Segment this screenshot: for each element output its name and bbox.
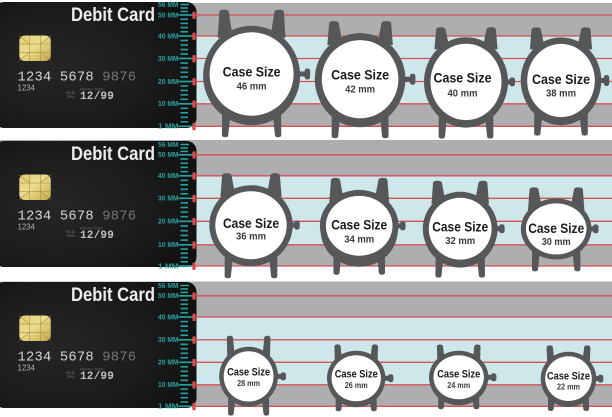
svg-text:THRU: THRU: [66, 234, 76, 238]
svg-text:Case Size: Case Size: [331, 217, 387, 233]
svg-text:12/99: 12/99: [80, 91, 114, 103]
svg-text:VALID: VALID: [66, 91, 76, 95]
svg-text:Case Size: Case Size: [528, 220, 584, 236]
svg-text:Case Size: Case Size: [227, 367, 270, 379]
svg-text:20 MM: 20 MM: [158, 217, 179, 226]
svg-text:1 MM: 1 MM: [158, 402, 179, 411]
svg-text:MONTH / YEAR: MONTH / YEAR: [80, 227, 104, 231]
svg-text:Debit Card: Debit Card: [71, 4, 155, 26]
svg-text:1234: 1234: [18, 364, 36, 373]
svg-text:10 MM: 10 MM: [158, 380, 179, 389]
svg-text:20 MM: 20 MM: [158, 77, 179, 86]
svg-text:12/99: 12/99: [80, 230, 114, 242]
svg-text:50 MM: 50 MM: [158, 10, 179, 19]
svg-text:46 mm: 46 mm: [237, 81, 267, 92]
svg-text:40 mm: 40 mm: [448, 88, 478, 99]
svg-text:38 mm: 38 mm: [546, 88, 576, 99]
svg-text:12/99: 12/99: [80, 371, 114, 383]
svg-text:1 MM: 1 MM: [158, 261, 179, 270]
svg-text:Case Size: Case Size: [434, 71, 492, 87]
svg-text:1234 5678 9876: 1234 5678 9876: [18, 210, 137, 225]
svg-text:1234 5678 9876: 1234 5678 9876: [18, 71, 137, 86]
svg-text:32 mm: 32 mm: [445, 236, 475, 247]
svg-text:22 mm: 22 mm: [557, 383, 580, 392]
svg-text:40 MM: 40 MM: [158, 171, 179, 180]
svg-text:THRU: THRU: [66, 95, 76, 99]
svg-text:Case Size: Case Size: [223, 215, 279, 231]
svg-text:10 MM: 10 MM: [158, 99, 179, 108]
svg-text:40 MM: 40 MM: [158, 31, 179, 40]
svg-text:1234: 1234: [18, 223, 36, 232]
svg-text:20 MM: 20 MM: [158, 358, 179, 367]
svg-text:56 MM: 56 MM: [158, 281, 179, 290]
svg-text:Case Size: Case Size: [335, 369, 378, 381]
svg-text:VALID: VALID: [66, 230, 76, 234]
svg-text:50 MM: 50 MM: [158, 150, 179, 159]
svg-text:30 mm: 30 mm: [542, 237, 571, 248]
svg-text:30 MM: 30 MM: [158, 54, 179, 63]
svg-text:Case Size: Case Size: [532, 72, 590, 88]
svg-text:THRU: THRU: [66, 375, 76, 379]
svg-text:34 mm: 34 mm: [344, 235, 374, 246]
svg-text:MONTH / YEAR: MONTH / YEAR: [80, 88, 104, 92]
svg-text:Debit Card: Debit Card: [71, 143, 155, 165]
svg-text:VALID: VALID: [66, 371, 76, 375]
svg-text:42 mm: 42 mm: [345, 85, 375, 96]
svg-text:MONTH / YEAR: MONTH / YEAR: [80, 368, 104, 372]
svg-text:36 mm: 36 mm: [236, 232, 266, 243]
svg-text:Case Size: Case Size: [547, 370, 590, 382]
svg-text:Case Size: Case Size: [437, 369, 480, 381]
svg-text:24 mm: 24 mm: [447, 381, 470, 390]
svg-text:Case Size: Case Size: [432, 218, 488, 234]
svg-text:1234: 1234: [18, 84, 36, 93]
svg-text:26 mm: 26 mm: [345, 381, 368, 390]
svg-text:1 MM: 1 MM: [158, 122, 179, 131]
svg-text:50 MM: 50 MM: [158, 291, 179, 300]
svg-text:56 MM: 56 MM: [158, 0, 179, 9]
svg-text:30 MM: 30 MM: [158, 194, 179, 203]
svg-text:28 mm: 28 mm: [237, 379, 260, 388]
svg-text:10 MM: 10 MM: [158, 240, 179, 249]
svg-text:Case Size: Case Size: [331, 68, 389, 84]
svg-text:56 MM: 56 MM: [158, 140, 179, 149]
svg-text:1234 5678 9876: 1234 5678 9876: [18, 351, 137, 366]
svg-text:40 MM: 40 MM: [158, 312, 179, 321]
svg-text:Case Size: Case Size: [223, 64, 281, 80]
svg-text:Debit Card: Debit Card: [71, 284, 155, 306]
svg-text:30 MM: 30 MM: [158, 335, 179, 344]
